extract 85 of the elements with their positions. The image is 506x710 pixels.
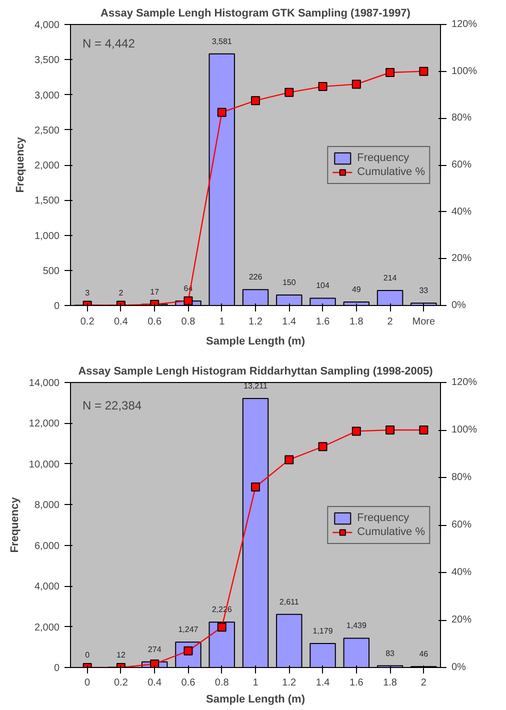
- data-label: 150: [282, 278, 296, 287]
- chart-title: Assay Sample Lengh Histogram Riddarhyttan Sampling (1998-2005): [78, 366, 434, 378]
- y-tick-label: 4,000: [34, 20, 60, 31]
- x-tick-label: 0.8: [214, 678, 230, 688]
- y-tick-label: 8,000: [34, 500, 60, 512]
- y-axis-title: Frequency: [8, 496, 21, 553]
- y2-tick-label: 20%: [452, 253, 472, 264]
- y-tick-label: 1,500: [34, 196, 60, 207]
- y2-tick-label: 100%: [452, 66, 478, 77]
- x-axis-title: Sample Length (m): [206, 336, 306, 348]
- data-label: 46: [419, 650, 429, 659]
- legend-label: Cumulative %: [357, 526, 425, 538]
- y-tick-label: 2,000: [34, 622, 60, 634]
- data-label: 17: [150, 287, 160, 296]
- x-tick-label: More: [412, 316, 436, 328]
- chart-title: Assay Sample Lengh Histogram GTK Sampling (1987-1997): [100, 8, 411, 20]
- x-tick-label: 1.8: [349, 316, 364, 328]
- y2-tick-label: 100%: [452, 424, 478, 436]
- y-tick-label: 3,000: [34, 90, 60, 102]
- x-tick-label: 1: [252, 678, 259, 688]
- x-tick-label: 1.4: [316, 678, 330, 688]
- data-label: 13,211: [244, 382, 268, 391]
- x-tick-label: 1.6: [316, 316, 330, 328]
- y-tick-label: 2,000: [34, 160, 60, 172]
- data-label: 3: [85, 288, 90, 298]
- data-label: 274: [148, 644, 162, 654]
- x-tick-label: 1.4: [282, 316, 297, 328]
- data-label: 2: [118, 288, 124, 298]
- x-tick-label: 1.8: [383, 678, 398, 688]
- y2-tick-label: 40%: [452, 206, 472, 218]
- data-label: 1,439: [346, 621, 367, 630]
- x-tick-label: 0.4: [148, 678, 162, 688]
- x-tick-label: 0.6: [148, 316, 162, 328]
- y2-tick-label: 60%: [452, 520, 472, 530]
- data-label: 214: [383, 273, 398, 282]
- x-tick-label: 0.2: [80, 316, 95, 328]
- y-tick-label: 2,500: [34, 125, 60, 136]
- y-tick-label: 0: [54, 663, 60, 674]
- y2-tick-label: 40%: [452, 567, 472, 578]
- data-label: 83: [386, 648, 396, 658]
- annotation: N = 4,442: [82, 36, 136, 50]
- legend-label: Cumulative %: [357, 166, 425, 178]
- y-tick-label: 1,000: [34, 230, 60, 242]
- data-label: 1,179: [312, 626, 334, 636]
- data-label: 1,247: [178, 625, 199, 634]
- x-tick-label: 0.8: [181, 316, 196, 328]
- data-label: 12: [116, 650, 126, 660]
- x-tick-label: 0.6: [181, 678, 196, 688]
- data-label: 104: [316, 281, 330, 290]
- legend-label: Frequency: [357, 512, 410, 524]
- x-tick-label: 0.2: [114, 678, 128, 688]
- data-label: 2,611: [279, 597, 300, 606]
- y-tick-label: 12,000: [28, 418, 60, 430]
- x-tick-label: 0.4: [114, 316, 128, 328]
- y2-tick-label: 0%: [452, 662, 466, 673]
- x-tick-label: 2: [420, 678, 427, 688]
- data-label: 49: [352, 285, 362, 294]
- data-label: 33: [419, 286, 429, 296]
- data-label: 0: [85, 650, 90, 660]
- legend-label: Frequency: [357, 152, 410, 164]
- y2-tick-label: 120%: [452, 19, 478, 30]
- y2-tick-label: 120%: [452, 377, 478, 388]
- y-tick-label: 4,000: [34, 582, 60, 593]
- y2-tick-label: 20%: [452, 614, 472, 626]
- x-tick-label: 1: [219, 316, 226, 328]
- y-axis-title: Frequency: [14, 136, 26, 193]
- y-tick-label: 0: [54, 301, 60, 312]
- x-tick-label: 1.2: [282, 678, 297, 688]
- y-tick-label: 6,000: [34, 540, 60, 552]
- y2-tick-label: 0%: [452, 300, 466, 311]
- annotation: N = 22,384: [82, 398, 142, 412]
- data-label: 226: [248, 272, 263, 282]
- y2-tick-label: 60%: [452, 160, 472, 170]
- x-axis-title: Sample Length (m): [206, 694, 306, 706]
- y-tick-label: 500: [42, 266, 60, 277]
- y-tick-label: 10,000: [28, 459, 60, 470]
- x-tick-label: 1.6: [349, 678, 364, 688]
- y-tick-label: 3,500: [34, 55, 60, 66]
- x-tick-label: 0: [84, 678, 91, 688]
- x-tick-label: 2: [387, 316, 394, 328]
- y2-tick-label: 80%: [452, 472, 472, 483]
- y2-tick-label: 80%: [452, 112, 472, 124]
- x-tick-label: 1.2: [248, 316, 263, 328]
- y-tick-label: 14,000: [28, 378, 60, 389]
- data-label: 3,581: [212, 36, 232, 46]
